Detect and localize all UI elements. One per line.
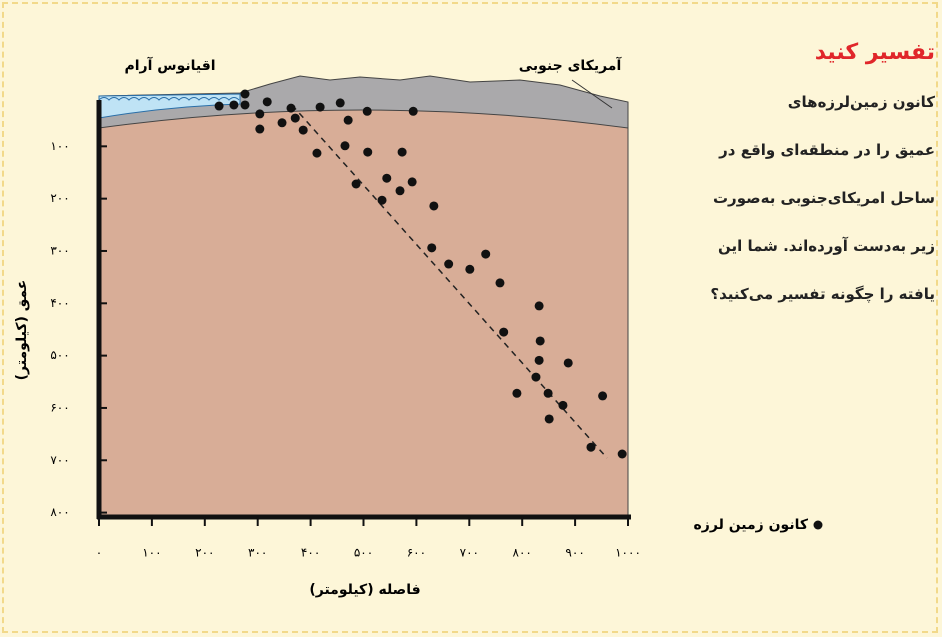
- y-tick-label: ۲۰۰: [50, 191, 69, 205]
- x-tick-label: ۱۰۰۰: [615, 546, 641, 560]
- sidebar-heading: تفسیر کنید: [640, 40, 935, 78]
- legend-label: کانون زمین لرزه: [694, 517, 809, 533]
- point: [344, 116, 353, 125]
- point: [535, 356, 544, 365]
- y-tick-label: ۷۰۰: [50, 453, 69, 467]
- point: [215, 102, 224, 111]
- point: [409, 107, 418, 116]
- y-axis-title: عمق (کیلومتر): [14, 280, 30, 381]
- point: [363, 148, 372, 157]
- point: [291, 114, 300, 123]
- point: [312, 149, 321, 158]
- annotation: اقیانوس آرام: [124, 56, 215, 74]
- x-tick-label: ۲۰۰: [195, 546, 214, 560]
- point: [255, 125, 264, 134]
- point: [241, 90, 250, 99]
- y-tick-label: ۵۰۰: [50, 348, 69, 362]
- point: [429, 201, 438, 210]
- sidebar-line: زیر به‌دست آورده‌اند. شما این: [640, 222, 935, 270]
- x-tick-label: ۶۰۰: [407, 546, 426, 560]
- point: [378, 196, 387, 205]
- page: {"chart_data":{"type":"scatter", "x":[22…: [0, 0, 942, 637]
- point: [427, 243, 436, 252]
- y-tick-label: ۸۰۰: [50, 505, 69, 519]
- point: [586, 443, 595, 452]
- point: [299, 126, 308, 135]
- point: [340, 141, 349, 150]
- x-tick-label: ۸۰۰: [513, 546, 532, 560]
- point: [558, 401, 567, 410]
- point: [512, 389, 521, 398]
- x-tick-label: ۴۰۰: [301, 546, 320, 560]
- point: [241, 100, 250, 109]
- sidebar-line: ساحل امریکای‌جنوبی به‌صورت: [640, 174, 935, 222]
- point: [316, 103, 325, 112]
- sidebar-line: عمیق را در منطقه‌ای واقع در: [640, 126, 935, 174]
- x-tick-label: ۷۰۰: [460, 546, 479, 560]
- point: [499, 328, 508, 337]
- point: [564, 358, 573, 367]
- point: [618, 449, 627, 458]
- y-tick-label: ۶۰۰: [50, 400, 69, 414]
- y-tick-label: ۳۰۰: [50, 243, 69, 257]
- point: [363, 107, 372, 116]
- point: [255, 109, 264, 118]
- point: [336, 98, 345, 107]
- x-tick-label: ۳۰۰: [248, 546, 267, 560]
- point: [444, 260, 453, 269]
- point: [531, 373, 540, 382]
- legend-marker: [814, 521, 823, 530]
- point: [465, 265, 474, 274]
- sidebar-line: یافته را چگونه تفسیر می‌کنید؟: [640, 270, 935, 318]
- x-tick-label: ۰: [96, 546, 102, 560]
- point: [278, 118, 287, 127]
- y-tick-label: ۱۰۰: [50, 139, 69, 153]
- y-tick-label: ۴۰۰: [50, 296, 69, 310]
- x-axis-title: فاصله (کیلومتر): [309, 582, 420, 598]
- point: [287, 104, 296, 113]
- sidebar-line: کانون زمین‌لرزه‌های: [640, 78, 935, 126]
- point: [544, 389, 553, 398]
- point: [382, 174, 391, 183]
- point: [263, 97, 272, 106]
- annotation: آمریکای جنوبی: [519, 56, 623, 74]
- point: [396, 186, 405, 195]
- point: [495, 278, 504, 287]
- point: [545, 414, 554, 423]
- point: [398, 148, 407, 157]
- x-tick-label: ۱۰۰: [142, 546, 161, 560]
- point: [536, 336, 545, 345]
- x-tick-label: ۹۰۰: [565, 546, 584, 560]
- point: [598, 391, 607, 400]
- point: [229, 100, 238, 109]
- point: [408, 177, 417, 186]
- mantle: [99, 110, 628, 517]
- point: [535, 301, 544, 310]
- point: [352, 179, 361, 188]
- x-tick-label: ۵۰۰: [354, 546, 373, 560]
- point: [481, 250, 490, 259]
